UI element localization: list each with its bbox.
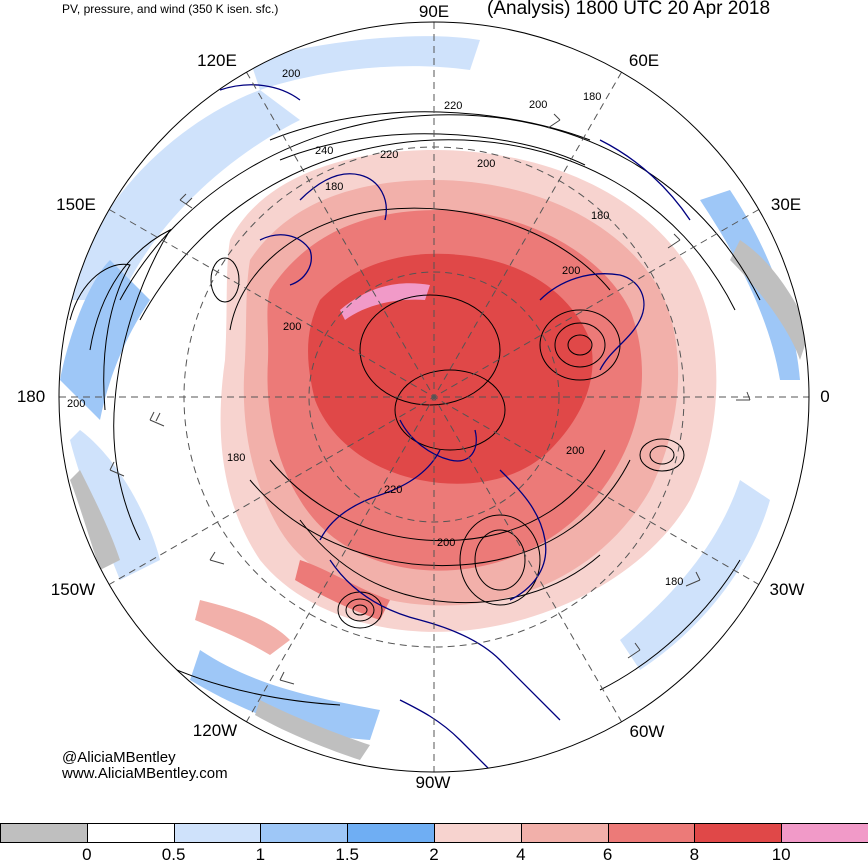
lon-label-150w: 150W — [50, 580, 96, 599]
colorbar-bin — [260, 823, 349, 843]
wind-barbs — [109, 113, 751, 685]
colorbar-tick-label: 6 — [602, 845, 613, 864]
contour-label: 240 — [315, 145, 333, 157]
colorbar-tick-label: 1 — [255, 845, 266, 864]
pressure-contours — [69, 111, 761, 706]
contour-label: 200 — [282, 68, 300, 80]
contour-label: 180 — [591, 210, 609, 222]
contour-label: 200 — [437, 537, 455, 549]
colorbar-tick-label: 1.5 — [335, 845, 360, 864]
colorbar-tick-label: 0.5 — [161, 845, 186, 864]
credit-handle: @AliciaMBentley — [62, 749, 176, 766]
graticule — [59, 22, 809, 772]
colorbar-bin — [347, 823, 435, 843]
colorbar-bin — [520, 823, 609, 843]
colorbar-tick-label: 0 — [82, 845, 92, 864]
lon-label-120w: 120W — [192, 721, 238, 740]
contour-label: 200 — [283, 321, 301, 333]
contour-label: 200 — [477, 158, 495, 170]
contour-label: 200 — [529, 99, 547, 111]
lon-label-60e: 60E — [628, 51, 660, 70]
contour-label: 180 — [665, 576, 683, 588]
colorbar-tick-label: 2 — [429, 845, 439, 864]
contour-label: 180 — [227, 452, 245, 464]
pv-colorbar — [0, 823, 868, 845]
colorbar-bin — [694, 823, 783, 843]
contour-label: 220 — [380, 149, 398, 161]
contour-label: 200 — [67, 398, 85, 410]
coastlines — [219, 84, 691, 771]
colorbar-bin — [173, 823, 262, 843]
colorbar-bin — [781, 823, 868, 843]
colorbar-bin — [607, 823, 696, 843]
colorbar-bin — [0, 823, 88, 843]
contour-label: 220 — [444, 100, 462, 112]
map-boundary — [58, 21, 810, 773]
contour-label: 220 — [384, 484, 402, 496]
colorbar-bin — [434, 823, 522, 843]
lon-label-30e: 30E — [770, 195, 802, 214]
colorbar-tick-label: 10 — [771, 845, 791, 864]
map-subtitle: PV, pressure, and wind (350 K isen. sfc.… — [62, 2, 279, 16]
colorbar-bin — [86, 823, 175, 843]
lon-label-0: 0 — [820, 387, 830, 406]
lon-label-30w: 30W — [769, 580, 805, 599]
contour-label: 180 — [325, 181, 343, 193]
lon-label-120e: 120E — [197, 51, 237, 70]
contour-label: 180 — [583, 91, 601, 103]
lon-label-90w: 90W — [415, 773, 451, 792]
polar-map: 200 220 200 180 240 220 200 180 180 200 … — [58, 21, 810, 773]
lon-label-60w: 60W — [629, 722, 665, 741]
contour-label: 200 — [562, 265, 580, 277]
map-title: (Analysis) 1800 UTC 20 Apr 2018 — [487, 0, 771, 19]
credit-website: www.AliciaMBentley.com — [62, 765, 228, 782]
lon-label-90e: 90E — [418, 2, 450, 21]
colorbar-tick-label: 8 — [689, 845, 700, 864]
colorbar-tick-label: 4 — [516, 845, 526, 864]
lon-label-150e: 150E — [56, 195, 96, 214]
contour-label: 200 — [566, 445, 584, 457]
lon-label-180: 180 — [16, 387, 46, 406]
